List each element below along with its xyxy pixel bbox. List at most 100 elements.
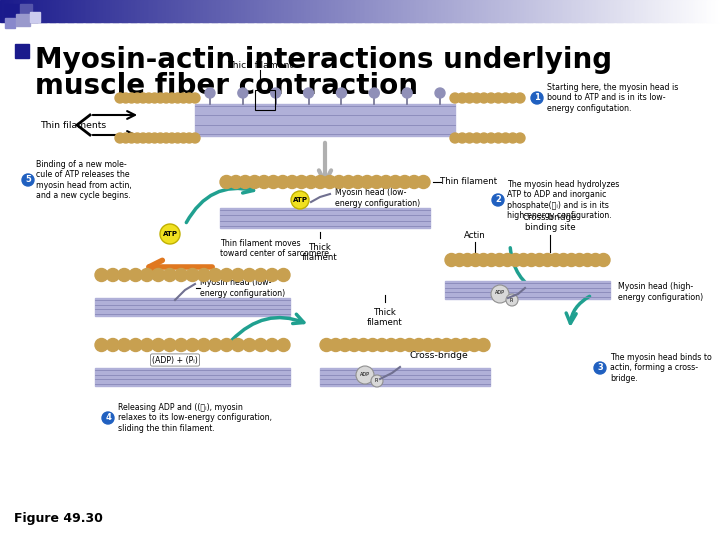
Bar [428,0,431,22]
Text: Thin filament: Thin filament [440,178,497,186]
Circle shape [254,339,267,352]
Bar [71,0,73,22]
Bar [416,0,418,22]
Bar [626,0,629,22]
Bar [484,0,487,22]
Bar [697,0,699,22]
Bar [491,0,494,22]
Circle shape [500,93,510,103]
Bar [504,0,506,22]
Bar [42,0,44,22]
Bar [18,0,20,22]
Bar [317,0,319,22]
Bar [101,0,103,22]
Bar [238,0,240,22]
Bar [117,0,120,22]
Bar [179,0,181,22]
Bar [108,0,110,22]
Bar [76,0,78,22]
Circle shape [581,253,594,267]
Bar [155,0,157,22]
Bar [668,0,670,22]
Bar [14,0,17,22]
Bar [72,0,74,22]
Bar [452,0,454,22]
Bar [515,0,517,22]
Bar [662,0,665,22]
Bar [367,0,369,22]
Bar [554,0,557,22]
Bar [335,0,337,22]
Circle shape [469,253,482,267]
Bar [167,0,170,22]
Bar [594,0,596,22]
Bar [438,0,440,22]
Bar [95,368,290,386]
Bar [677,0,679,22]
Circle shape [357,339,370,352]
Bar [464,0,467,22]
Bar [397,0,400,22]
Bar [272,0,274,22]
Circle shape [209,339,222,352]
Circle shape [461,253,474,267]
Bar [22,0,24,22]
Bar [107,0,109,22]
Bar [215,0,217,22]
Circle shape [305,176,318,188]
Circle shape [243,268,256,281]
Bar [670,0,672,22]
Bar [533,0,535,22]
Bar [544,0,546,22]
Bar [342,0,344,22]
Circle shape [589,253,602,267]
Bar [425,0,427,22]
Bar [472,0,474,22]
Bar [7,0,9,22]
Text: Myosin head (low-
energy configuration): Myosin head (low- energy configuration) [335,188,420,208]
Bar [441,0,444,22]
Bar [308,0,310,22]
Bar [508,0,510,22]
Bar [643,0,645,22]
Text: Figure 49.30: Figure 49.30 [14,512,103,525]
Bar [86,0,89,22]
Bar [220,0,222,22]
Circle shape [150,133,160,143]
Bar [128,0,130,22]
Bar [245,0,247,22]
Bar [200,0,202,22]
Circle shape [102,412,114,424]
Circle shape [160,224,180,244]
Bar [593,0,595,22]
Bar [277,0,279,22]
Text: ATP: ATP [163,231,178,237]
Bar [392,0,395,22]
Bar [232,0,235,22]
Bar [256,0,258,22]
Circle shape [493,253,506,267]
Circle shape [348,339,361,352]
Circle shape [379,176,392,188]
Circle shape [464,133,474,143]
Bar [641,0,643,22]
Bar [380,0,382,22]
Bar [85,0,87,22]
Text: ADP: ADP [495,291,505,295]
Circle shape [320,339,333,352]
Circle shape [506,294,518,306]
Bar [189,0,192,22]
Bar [371,0,373,22]
Circle shape [132,133,143,143]
Circle shape [179,93,189,103]
Circle shape [509,253,522,267]
Circle shape [220,268,233,281]
Bar [419,0,422,22]
Bar [25,0,27,22]
Circle shape [533,253,546,267]
Circle shape [184,133,194,143]
Bar [210,0,213,22]
Bar [565,0,567,22]
Circle shape [594,362,606,374]
Bar [695,0,697,22]
